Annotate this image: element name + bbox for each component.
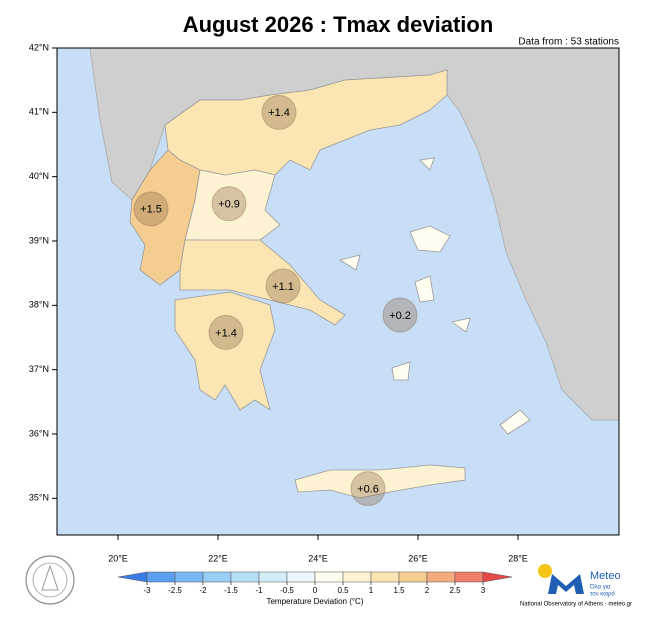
seal-figure: [41, 564, 59, 591]
colorbar-segment: [230, 571, 260, 583]
colorbar-tick-label: -2.5: [168, 586, 182, 595]
logo-name: Meteo: [590, 570, 621, 582]
island: [414, 275, 435, 303]
logo-tagline: τον καιρό: [590, 591, 615, 598]
subtitle: Data from : 53 stations: [518, 37, 619, 48]
lat-tick-label: 37°N: [29, 364, 49, 374]
deviation-label: +0.6: [357, 484, 379, 496]
lon-tick-label: 24°E: [308, 553, 328, 563]
colorbar-tick-label: -1.5: [224, 586, 238, 595]
deviation-label: +1.1: [272, 281, 294, 293]
island: [409, 225, 451, 253]
colorbar-tick-label: 2: [425, 586, 430, 595]
region-crete: [294, 464, 466, 499]
deviation-label: +1.4: [215, 327, 237, 339]
footer: National Observatory of Athens - meteo.g…: [520, 602, 632, 608]
lat-tick-label: 36°N: [29, 428, 49, 438]
map: +1.4 +1.5 +0.9 +1.1 +1.4 +0.2 +0.6: [56, 47, 620, 536]
colorbar-segment: [314, 571, 344, 583]
deviation-bubble: [133, 191, 169, 227]
lon-tick-label: 28°E: [508, 553, 528, 563]
logo: Meteo Όλα για τον καιρό National Observa…: [520, 564, 632, 608]
region-peloponnese: [174, 291, 276, 411]
deviation-bubble: [382, 297, 418, 333]
lat-tick-label: 42°N: [29, 42, 49, 52]
region-central-greece: [179, 239, 346, 326]
lat-tick-label: 38°N: [29, 300, 49, 310]
seal-inner: [32, 562, 68, 598]
logo-tagline: Όλα για: [589, 585, 611, 591]
colorbar-high: [482, 571, 513, 583]
deviation-label: +1.4: [268, 107, 290, 119]
lon-tick-label: 22°E: [208, 553, 228, 563]
lat-tick-label: 39°N: [29, 235, 49, 245]
colorbar-segment: [342, 571, 372, 583]
colorbar-segment: [426, 571, 456, 583]
lon-tick-label: 26°E: [408, 553, 428, 563]
colorbar-segment: [174, 571, 204, 583]
island: [419, 157, 435, 171]
colorbar-tick-label: 0.5: [337, 586, 349, 595]
lon-tick-label: 20°E: [108, 553, 128, 563]
colorbar-segment: [286, 571, 316, 583]
colorbar: Temperature Deviation (°C) -3 -2.5 -2 -1.5 -…: [117, 571, 513, 606]
deviation-bubble: [211, 186, 247, 222]
map-frame: [56, 47, 620, 536]
deviation-label: +0.2: [389, 310, 411, 322]
colorbar-tick-label: 1: [369, 586, 374, 595]
colorbar-segment: [398, 571, 428, 583]
colorbar-segment: [258, 571, 288, 583]
deviation-bubble: [261, 94, 297, 130]
colorbar-low: [117, 571, 148, 583]
colorbar-tick-label: -1: [255, 586, 263, 595]
island: [499, 409, 531, 435]
colorbar-segment: [454, 571, 484, 583]
region-thessaly: [184, 169, 281, 246]
deviation-label: +0.9: [218, 199, 240, 211]
colorbar-segment: [370, 571, 400, 583]
colorbar-tick-label: -0.5: [280, 586, 294, 595]
seal-ring: [25, 555, 75, 605]
deviation-label: +1.5: [140, 204, 162, 216]
logo-m: [548, 574, 584, 594]
logo-sun: [538, 564, 552, 578]
colorbar-tick-label: 2.5: [449, 586, 461, 595]
lat-tick-label: 41°N: [29, 107, 49, 117]
deviation-bubble: [208, 314, 244, 350]
colorbar-tick-label: 3: [481, 586, 486, 595]
colorbar-tick-label: -3: [143, 586, 151, 595]
island: [391, 361, 411, 381]
colorbar-segment: [202, 571, 232, 583]
colorbar-tick-label: 0: [313, 586, 318, 595]
colorbar-segment: [146, 571, 176, 583]
lat-tick-label: 35°N: [29, 493, 49, 503]
deviation-bubble: [265, 268, 301, 304]
deviation-bubble: [350, 471, 386, 507]
seal: [25, 555, 75, 605]
lat-tick-label: 40°N: [29, 171, 49, 181]
island: [451, 317, 471, 333]
colorbar-tick-label: -2: [199, 586, 207, 595]
colorbar-tick-label: 1.5: [393, 586, 405, 595]
colorbar-title: Temperature Deviation (°C): [266, 597, 363, 606]
map-overlay: +1.4 +1.5 +0.9 +1.1 +1.4 +0.2 +0.6: [133, 94, 418, 507]
title: August 2026 : Tmax deviation: [183, 12, 494, 37]
island: [338, 254, 361, 271]
aegean-islands: [338, 157, 531, 435]
